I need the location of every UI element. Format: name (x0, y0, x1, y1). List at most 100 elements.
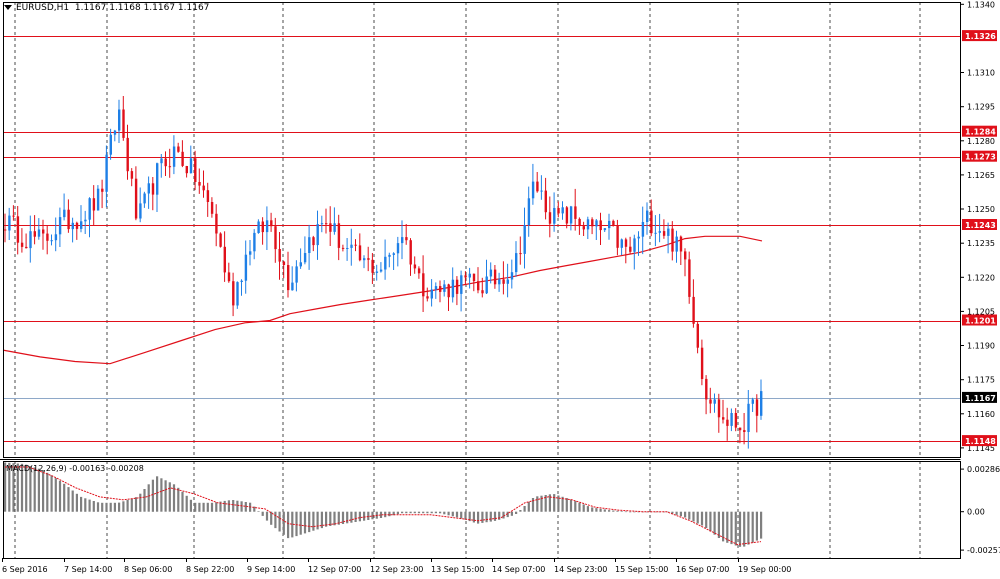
macd-histogram-bar (168, 482, 171, 512)
macd-histogram-bar (439, 511, 442, 514)
macd-histogram-bar (527, 502, 530, 512)
candle-body (227, 272, 231, 282)
macd-histogram-bar (667, 511, 670, 513)
ohlc-values: 1.1167 1.1168 1.1167 1.1167 (74, 3, 210, 13)
macd-histogram-bar (540, 495, 543, 512)
candle-body (586, 219, 590, 230)
macd-histogram-bar (696, 511, 699, 524)
candle-body (219, 233, 222, 247)
macd-histogram-bar (194, 502, 197, 512)
candle-body (464, 275, 467, 278)
macd-histogram-bar (282, 511, 285, 535)
macd-histogram-bar (113, 502, 116, 512)
macd-histogram-bar (460, 511, 463, 519)
dropdown-triangle-icon[interactable] (4, 5, 12, 10)
macd-histogram-bar (33, 467, 36, 512)
candle-body (481, 290, 484, 294)
candle-body (523, 225, 526, 254)
macd-histogram-bar (582, 504, 585, 512)
level-price-tag (962, 30, 997, 42)
macd-histogram-bar (164, 480, 167, 512)
candle-body (637, 236, 640, 239)
macd-histogram-bar (498, 511, 501, 520)
support-resistance-levels[interactable] (3, 36, 960, 442)
macd-histogram-bar (489, 511, 492, 522)
macd-tick-label: 0.00 (967, 508, 985, 517)
macd-histogram-bar (417, 511, 421, 514)
macd-histogram-bar (232, 500, 235, 512)
macd-histogram-bar (536, 496, 539, 512)
macd-histogram-bar (502, 511, 505, 519)
candle-body (599, 220, 602, 231)
macd-histogram-bar (84, 498, 87, 512)
candle-body (553, 208, 556, 224)
candle-body (671, 228, 674, 252)
candle-body (20, 242, 24, 247)
candle-body (350, 244, 353, 248)
macd-histogram-bar (637, 511, 640, 513)
time-grid (14, 2, 921, 558)
time-tick-label: 13 Sep 15:00 (431, 565, 484, 574)
macd-histogram-bar (700, 511, 704, 526)
macd-histogram-bar (405, 511, 408, 514)
macd-histogram-bar (71, 490, 74, 512)
candle-body (67, 209, 70, 230)
macd-histogram-bar (219, 501, 222, 512)
macd-histogram-bar (493, 511, 497, 521)
macd-histogram-bar (96, 502, 100, 512)
level-price-tag (962, 125, 997, 137)
macd-histogram-bar (531, 498, 535, 512)
candle-body (287, 265, 290, 291)
level-price-label: 1.1273 (965, 153, 996, 162)
macd-histogram-bar (274, 511, 277, 529)
candle-body (156, 163, 159, 195)
macd-histogram-bar (401, 511, 404, 514)
candle-body (658, 231, 661, 233)
time-tick-label: 12 Sep 23:00 (370, 565, 423, 574)
level-price-tag (962, 150, 997, 162)
candle-body (257, 221, 260, 233)
macd-histogram-bar (717, 511, 720, 538)
candle-body (443, 284, 446, 292)
candle-body (422, 273, 425, 297)
price-tick-label: 1.1265 (967, 171, 995, 180)
macd-histogram-bar (198, 502, 201, 512)
macd-histogram-bar (257, 511, 260, 512)
macd-histogram-bar (58, 480, 62, 512)
macd-histogram-bar (312, 511, 315, 531)
candle-body (367, 258, 370, 260)
macd-histogram-bar (743, 511, 746, 547)
current-price-label: 1.1167 (965, 394, 996, 403)
candle-body (109, 134, 112, 155)
candle-body (37, 229, 41, 237)
macd-histogram-bar (481, 511, 484, 523)
candle-body (527, 198, 531, 225)
moving-average-line (2, 235, 763, 365)
candle-body (413, 264, 417, 269)
price-tick-label: 1.1280 (967, 137, 995, 146)
candle-body (396, 243, 400, 254)
candle-body (325, 223, 328, 225)
candle-body (194, 158, 197, 182)
candle-body (493, 269, 497, 285)
price-tick-label: 1.1145 (967, 444, 995, 453)
candle-body (295, 266, 298, 283)
time-tick-label: 14 Sep 07:00 (492, 565, 545, 574)
macd-histogram-bar (578, 502, 581, 512)
candle-body (434, 286, 438, 290)
candle-body (4, 229, 7, 231)
macd-histogram-bar (519, 510, 522, 512)
macd-histogram-bar (54, 478, 57, 512)
candle-body (633, 238, 636, 252)
candle-body (713, 399, 716, 404)
candle-body (223, 246, 226, 273)
macd-histogram-bar (147, 484, 150, 512)
macd-histogram-bar (705, 511, 708, 528)
macd-histogram-bar (215, 502, 218, 512)
candle-body (519, 253, 522, 255)
candle-body (578, 218, 581, 227)
candle-body (730, 413, 733, 426)
candle-body (198, 182, 201, 186)
candle-body (557, 208, 560, 214)
